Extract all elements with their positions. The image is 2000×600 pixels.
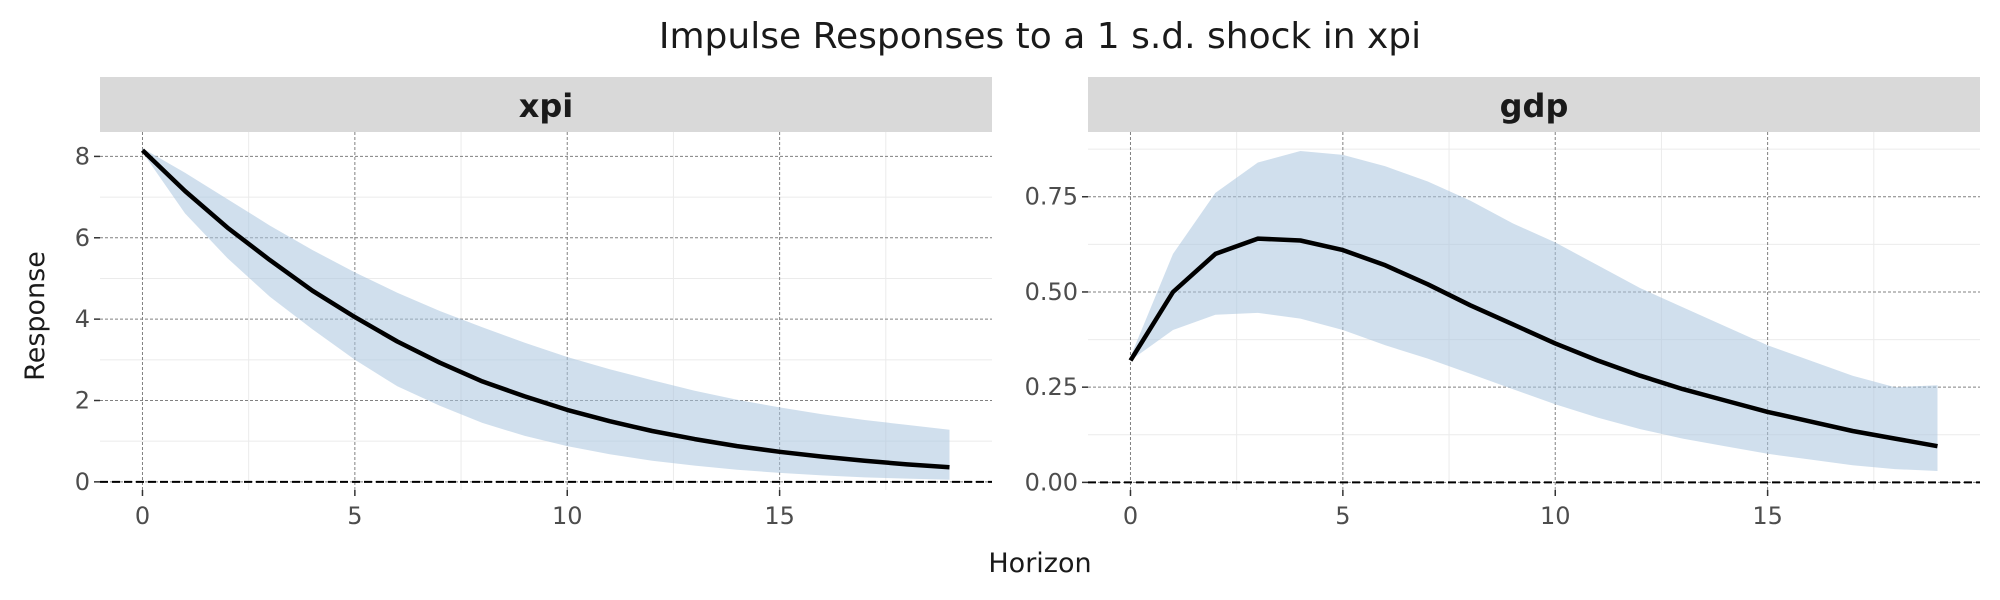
x-tick-label: 5 [1335,502,1350,530]
y-tick-label: 0.25 [1025,373,1078,401]
x-tick-label: 10 [1540,502,1571,530]
x-tick-label: 15 [764,502,795,530]
y-tick-label: 0 [75,468,90,496]
chart-title: Impulse Responses to a 1 s.d. shock in x… [659,16,1421,57]
x-axis-title: Horizon [988,548,1091,579]
y-tick-label: 8 [75,142,90,170]
y-tick-label: 4 [75,305,90,333]
y-tick-label: 0.75 [1025,183,1078,211]
strip-label-gdp: gdp [1500,87,1569,125]
strip-gdp [1088,77,1980,132]
y-tick-label: 0.00 [1025,468,1078,496]
strip-label-xpi: xpi [519,87,574,125]
y-axis-title: Response [20,251,51,381]
y-tick-label: 6 [75,224,90,252]
x-tick-label: 15 [1752,502,1783,530]
confidence-band-gdp [1130,151,1938,471]
y-tick-label: 2 [75,387,90,415]
strip-xpi [100,77,992,132]
response-line-xpi [140,148,950,470]
x-tick-label: 5 [347,502,362,530]
x-tick-label: 10 [552,502,583,530]
confidence-band-xpi [142,148,950,480]
x-tick-label: 0 [135,502,150,530]
response-line-gdp [1128,236,1938,449]
y-tick-label: 0.50 [1025,278,1078,306]
plot-area-xpi: 0 5 10 15 0 2 4 6 8 [75,132,992,530]
x-tick-label: 0 [1123,502,1138,530]
panel-xpi: xpi 0 5 10 15 0 2 4 6 8 [75,77,992,530]
panel-gdp: gdp 0 5 10 15 0.00 0.25 0.50 0.75 [1025,77,1980,530]
plot-area-gdp: 0 5 10 15 0.00 0.25 0.50 0.75 [1025,132,1980,530]
